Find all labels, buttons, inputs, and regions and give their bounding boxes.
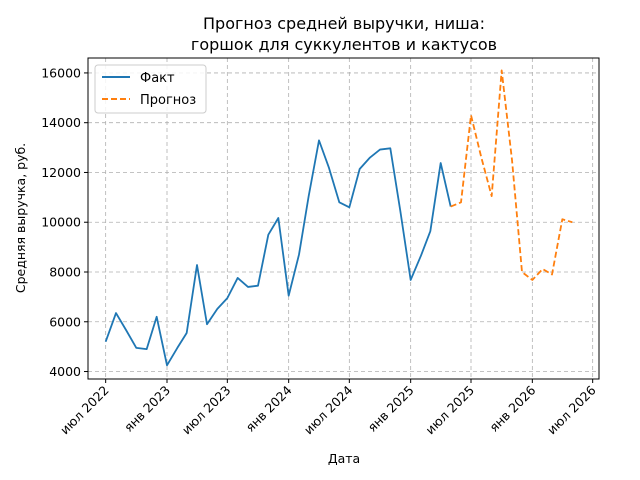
y-tick-label: 8000	[49, 265, 81, 280]
x-axis: июл 2022 янв 2023 июл 2023 янв 2024 июл 2024…	[57, 379, 599, 437]
x-axis-label: Дата	[328, 451, 360, 466]
y-tick-label: 14000	[41, 115, 81, 130]
y-tick-label: 4000	[49, 364, 81, 379]
x-tick-label: июл 2026	[544, 382, 599, 437]
series-line-fact	[104, 139, 452, 367]
y-tick-label: 6000	[49, 314, 81, 329]
legend-label-forecast: Прогноз	[140, 93, 196, 108]
legend: Факт Прогноз	[94, 64, 207, 114]
x-tick-label: янв 2024	[243, 382, 295, 434]
x-tick-label: янв 2023	[121, 383, 173, 435]
x-tick-label: янв 2026	[486, 382, 538, 434]
x-tick-label: июл 2022	[57, 383, 112, 438]
x-tick-label: янв 2025	[365, 383, 417, 435]
y-axis: 4000 6000 8000 10000 12000 14000 16000	[41, 65, 88, 379]
legend-label-fact: Факт	[140, 71, 175, 86]
y-tick-label: 16000	[41, 65, 81, 80]
chart-title-line-2: горшок для суккулентов и кактусов	[191, 35, 497, 54]
series-line-forecast	[450, 69, 573, 281]
y-tick-label: 10000	[41, 215, 81, 230]
y-axis-label: Средняя выручка, руб.	[13, 143, 28, 293]
x-tick-label: июл 2023	[179, 383, 234, 438]
y-tick-label: 12000	[41, 165, 81, 180]
series-layer	[104, 69, 573, 367]
x-tick-label: июл 2025	[422, 383, 477, 438]
chart-title-line-1: Прогноз средней выручки, ниша:	[203, 14, 485, 33]
plot-frame	[87, 57, 600, 380]
x-tick-label: июл 2024	[301, 382, 356, 437]
